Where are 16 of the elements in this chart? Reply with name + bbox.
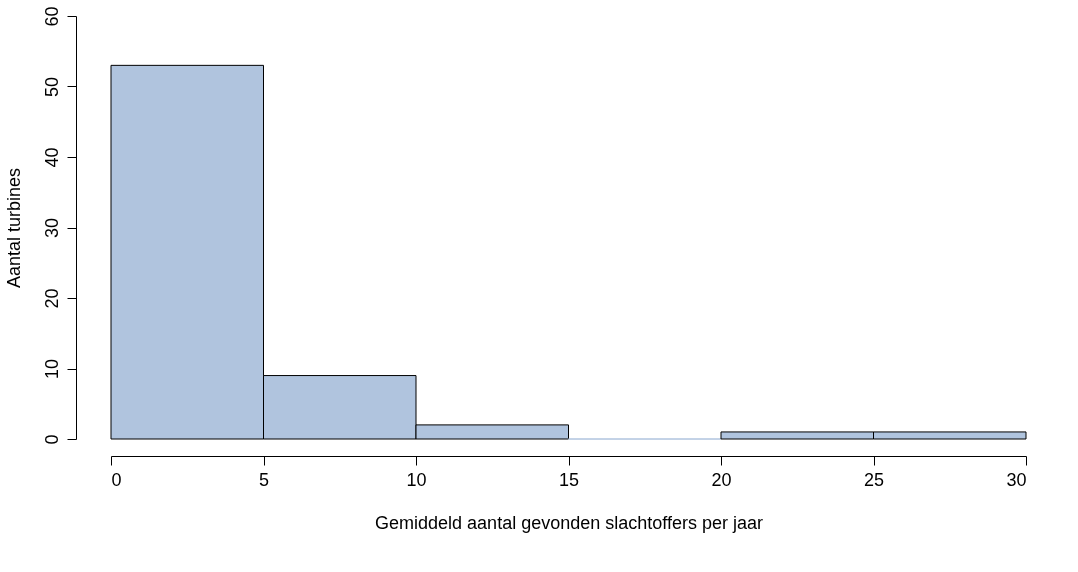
x-tick-label: 0 [111,469,122,490]
y-axis-title: Aantal turbines [3,167,24,289]
y-tick-label: 60 [41,6,62,27]
y-tick-label: 30 [41,217,62,239]
y-tick-label: 20 [41,288,62,309]
y-tick-label: 50 [41,76,62,98]
x-axis-title: Gemiddeld aantal gevonden slachtoffers per jaar [375,512,763,533]
x-tick-label: 20 [711,469,732,490]
x-tick-label: 30 [1006,469,1027,490]
x-tick-label: 5 [258,469,270,490]
x-tick-label: 25 [863,469,885,490]
x-tick-label: 15 [558,469,580,490]
y-tick-label: 40 [41,147,62,168]
y-tick-label: 0 [41,434,62,445]
x-tick-label: 10 [406,469,427,490]
y-tick-label: 10 [41,358,62,380]
